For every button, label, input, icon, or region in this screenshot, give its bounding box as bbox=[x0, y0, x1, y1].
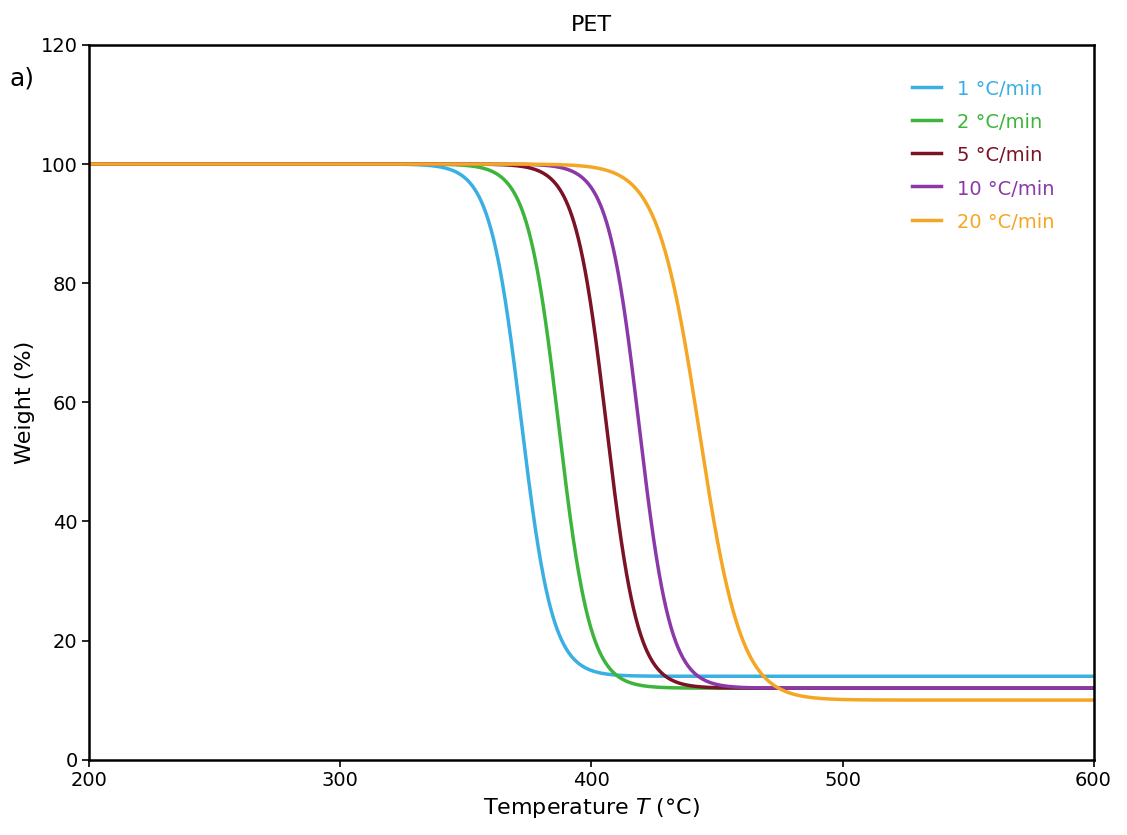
Y-axis label: Weight (%): Weight (%) bbox=[15, 341, 35, 464]
Line: 1 °C/min: 1 °C/min bbox=[89, 164, 1093, 676]
5 °C/min bbox=[257, 159, 270, 169]
10 °C/min bbox=[197, 159, 211, 169]
20 °C/min bbox=[1067, 695, 1081, 705]
Title: PET: PET bbox=[571, 15, 612, 35]
5 °C/min bbox=[959, 683, 973, 693]
2 °C/min bbox=[257, 159, 270, 169]
10 °C/min bbox=[468, 159, 481, 169]
20 °C/min bbox=[82, 159, 96, 169]
5 °C/min bbox=[197, 159, 211, 169]
10 °C/min bbox=[1086, 683, 1100, 693]
1 °C/min bbox=[1086, 671, 1100, 681]
10 °C/min bbox=[82, 159, 96, 169]
Line: 2 °C/min: 2 °C/min bbox=[89, 164, 1093, 688]
10 °C/min bbox=[1067, 683, 1081, 693]
1 °C/min bbox=[1085, 671, 1099, 681]
1 °C/min bbox=[257, 159, 270, 169]
5 °C/min bbox=[1067, 683, 1081, 693]
2 °C/min bbox=[959, 683, 973, 693]
Line: 10 °C/min: 10 °C/min bbox=[89, 164, 1093, 688]
X-axis label: Temperature $T$ (°C): Temperature $T$ (°C) bbox=[483, 796, 700, 820]
20 °C/min bbox=[197, 159, 211, 169]
1 °C/min bbox=[959, 671, 973, 681]
1 °C/min bbox=[82, 159, 96, 169]
1 °C/min bbox=[468, 184, 481, 194]
1 °C/min bbox=[1067, 671, 1081, 681]
1 °C/min bbox=[197, 159, 211, 169]
2 °C/min bbox=[82, 159, 96, 169]
5 °C/min bbox=[82, 159, 96, 169]
2 °C/min bbox=[512, 195, 525, 205]
1 °C/min bbox=[512, 389, 525, 399]
20 °C/min bbox=[468, 159, 481, 169]
20 °C/min bbox=[1086, 695, 1100, 705]
20 °C/min bbox=[257, 159, 270, 169]
2 °C/min bbox=[468, 161, 481, 171]
2 °C/min bbox=[1086, 683, 1100, 693]
2 °C/min bbox=[1067, 683, 1081, 693]
5 °C/min bbox=[468, 159, 481, 170]
20 °C/min bbox=[959, 695, 973, 705]
20 °C/min bbox=[512, 159, 525, 170]
10 °C/min bbox=[512, 159, 525, 170]
5 °C/min bbox=[1086, 683, 1100, 693]
Line: 20 °C/min: 20 °C/min bbox=[89, 164, 1093, 700]
10 °C/min bbox=[959, 683, 973, 693]
Line: 5 °C/min: 5 °C/min bbox=[89, 164, 1093, 688]
Text: a): a) bbox=[9, 66, 34, 90]
2 °C/min bbox=[197, 159, 211, 169]
Legend: 1 °C/min, 2 °C/min, 5 °C/min, 10 °C/min, 20 °C/min: 1 °C/min, 2 °C/min, 5 °C/min, 10 °C/min,… bbox=[902, 69, 1064, 241]
10 °C/min bbox=[257, 159, 270, 169]
5 °C/min bbox=[512, 161, 525, 171]
